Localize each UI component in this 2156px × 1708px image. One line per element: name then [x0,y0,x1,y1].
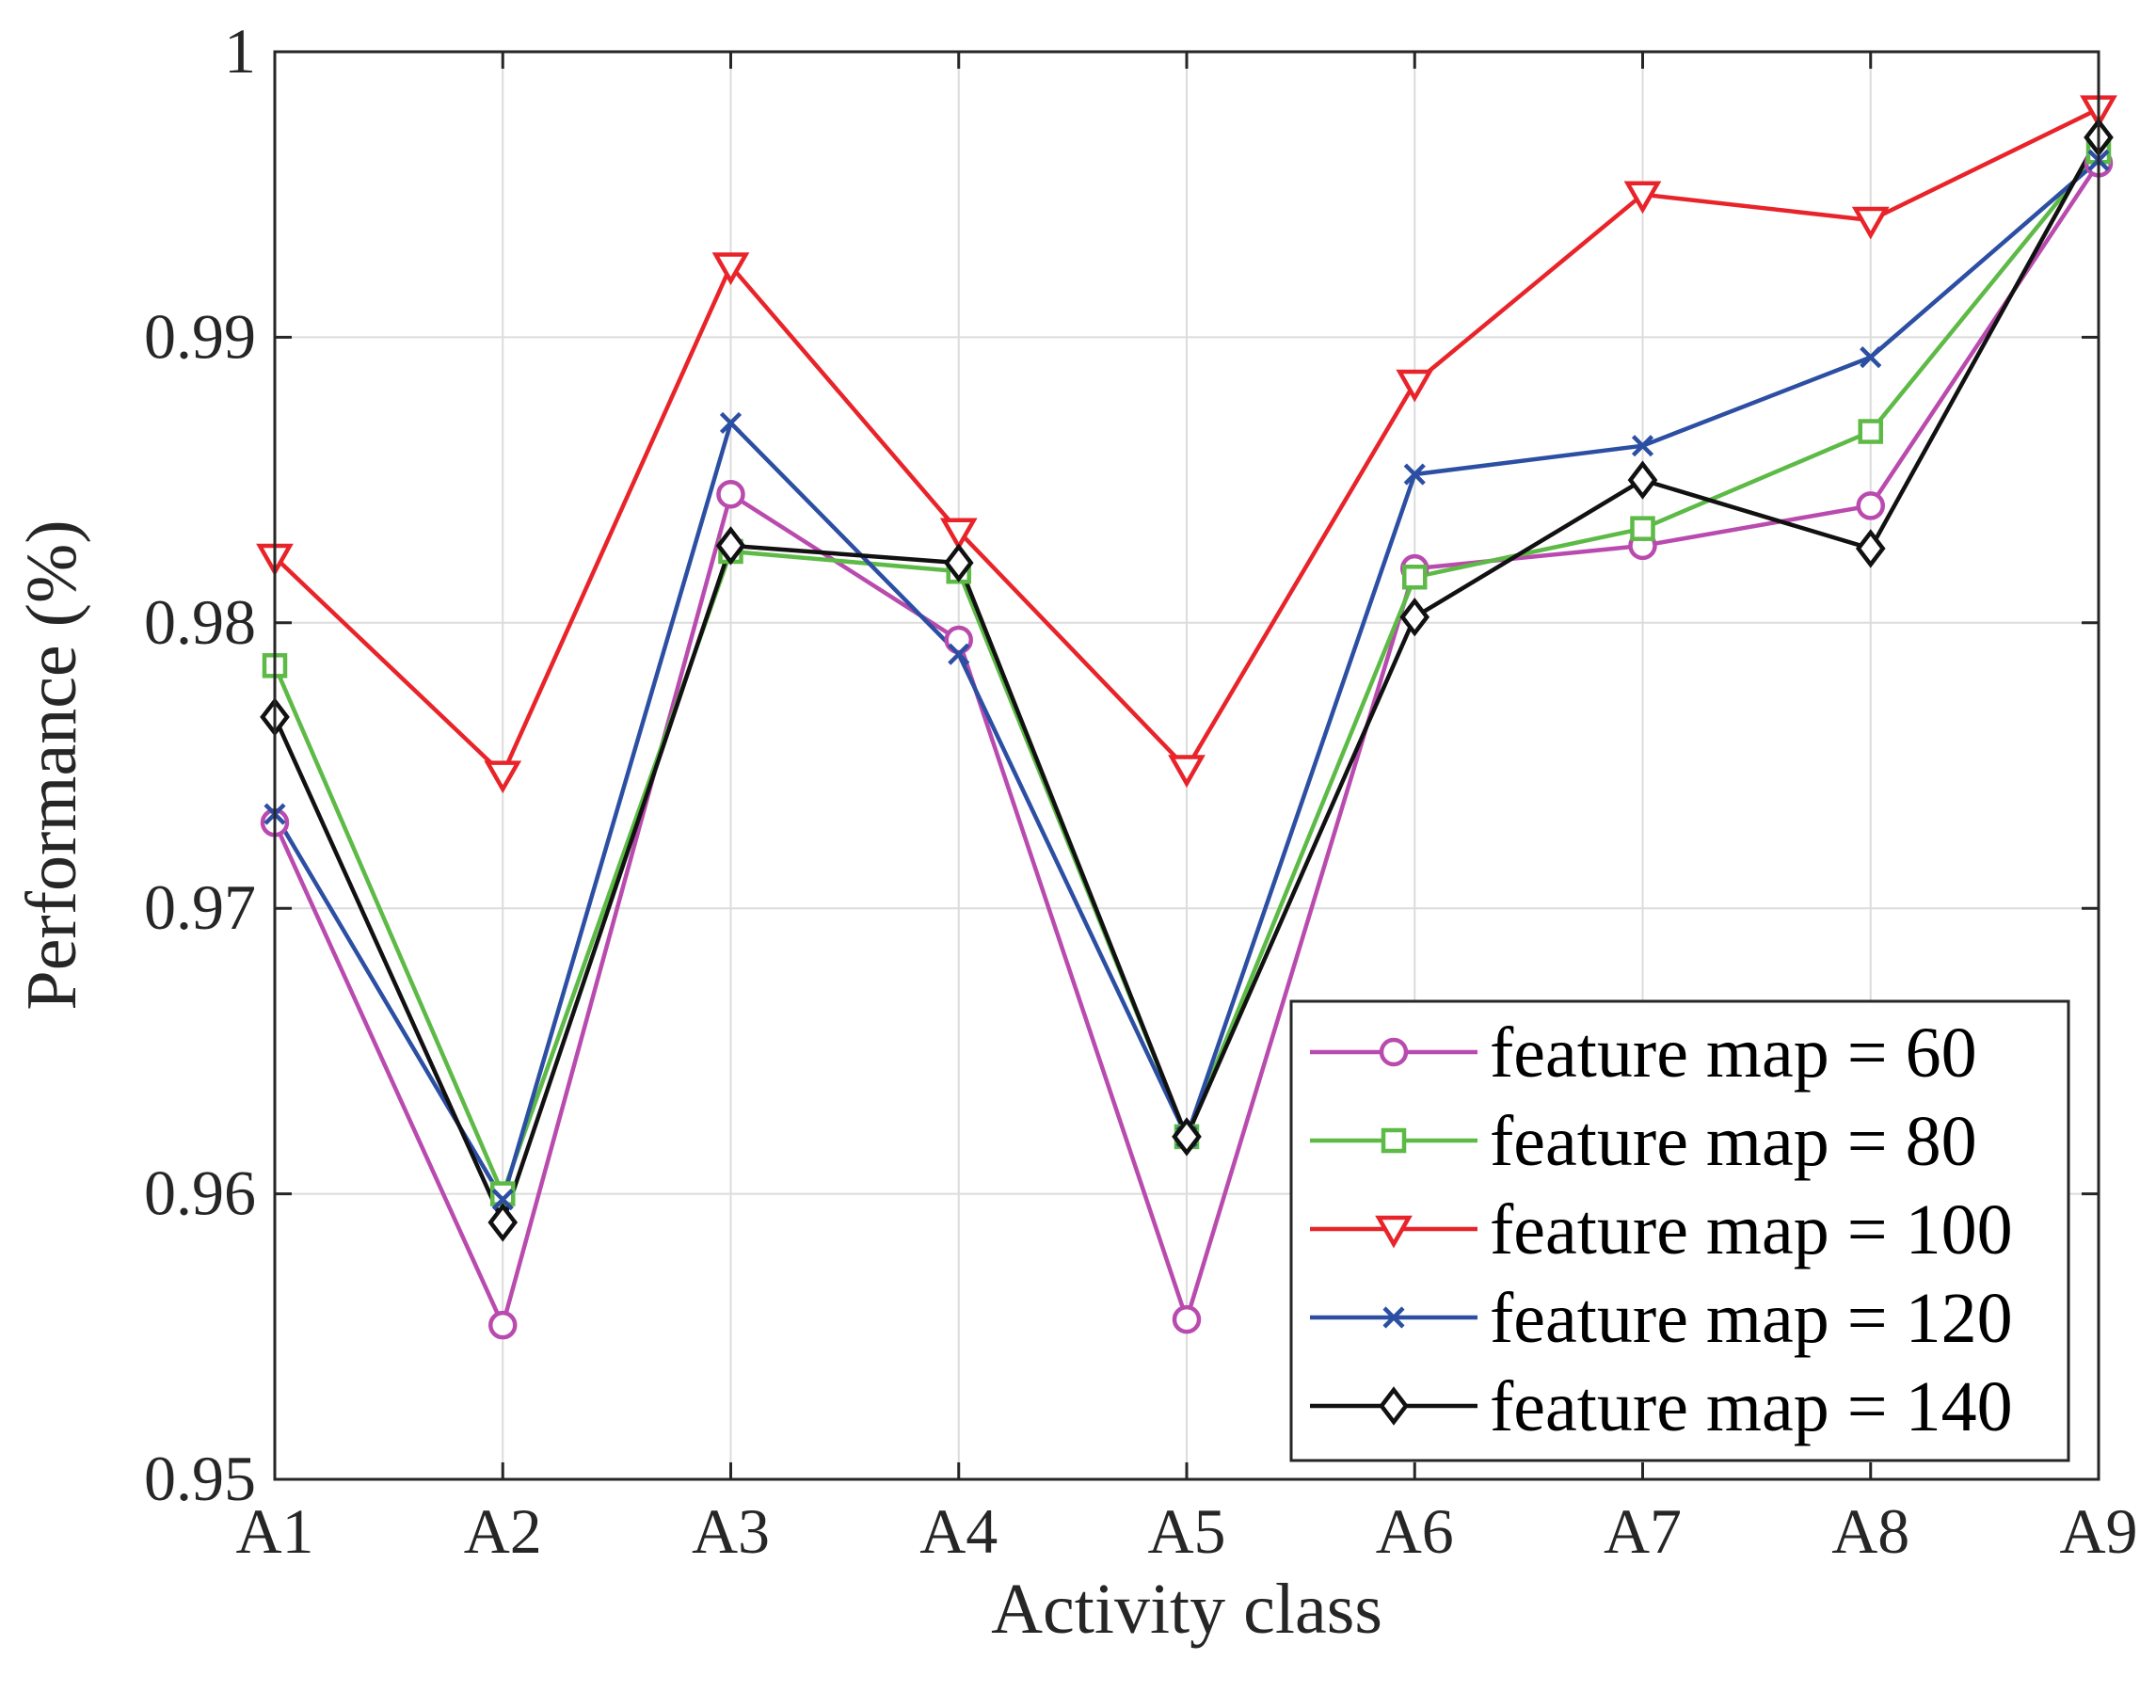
data-point-3-A3 [711,252,750,286]
data-point-2-A7 [1630,516,1655,541]
x-tick-label: A2 [464,1495,542,1567]
data-point-4-A8 [1860,346,1882,369]
x-tick-label: A5 [1147,1495,1225,1567]
data-point-3-A4 [939,518,978,551]
data-point-5-A3 [715,526,746,566]
x-axis-label: Activity class [991,1570,1382,1649]
data-point-2-A8 [1858,419,1883,444]
y-tick-label: 0.98 [144,586,256,658]
legend-label-1: feature map = 60 [1490,1014,1977,1093]
legend-marker-5 [1379,1386,1409,1426]
data-point-5-A6 [1399,598,1430,637]
y-tick-label: 0.97 [144,871,256,943]
legend-marker-1 [1379,1037,1409,1067]
data-point-3-A7 [1623,181,1662,215]
data-point-5-A4 [943,543,974,583]
y-tick-label: 0.99 [144,300,256,372]
data-point-5-A2 [487,1203,519,1242]
x-tick-label: A9 [2059,1495,2137,1567]
data-point-3-A8 [1851,206,1890,240]
x-tick-labels: A1 A2 A3 A4 A5 A6 A7 A8 A9 [235,1495,2137,1567]
data-point-1-A5 [1172,1304,1202,1334]
axis-ticks [273,50,2100,1481]
data-point-4-A2 [491,1189,514,1211]
x-tick-label: A8 [1831,1495,1909,1567]
data-point-4-A3 [719,411,743,435]
data-point-1-A3 [716,480,745,509]
legend-label-3: feature map = 100 [1490,1190,2013,1269]
y-tick-labels: 0.95 0.96 0.97 0.98 0.99 1 [144,15,256,1514]
y-tick-label: 1 [224,15,256,87]
data-point-3-A5 [1168,755,1206,789]
legend-label-4: feature map = 120 [1490,1279,2013,1358]
legend-marker-4 [1382,1306,1405,1329]
x-tick-label: A4 [919,1495,998,1567]
data-point-4-A6 [1403,463,1426,486]
data-point-3-A6 [1396,369,1434,403]
x-tick-label: A7 [1604,1495,1682,1567]
legend-label-2: feature map = 80 [1490,1102,1977,1181]
data-point-1-A2 [488,1310,518,1340]
y-axis-label: Performance (%) [12,519,91,1010]
legend-label-5: feature map = 140 [1490,1367,2013,1446]
data-point-4-A4 [948,643,970,665]
data-point-5-A8 [1855,529,1886,568]
x-tick-label: A1 [235,1495,313,1567]
y-tick-label: 0.95 [144,1443,256,1514]
data-point-1-A8 [1856,491,1885,520]
legend: feature map = 60 feature map = 80 feature … [1289,999,2070,1462]
y-tick-label: 0.96 [144,1157,256,1229]
gridlines [275,52,2099,1479]
legend-entries: feature map = 60 feature map = 80 feature … [1310,1014,2013,1446]
data-point-2-A6 [1402,565,1428,590]
data-point-4-A7 [1631,435,1654,457]
data-point-5-A7 [1627,460,1658,500]
x-tick-label: A6 [1376,1495,1454,1567]
data-point-5-A5 [1172,1117,1202,1157]
data-point-3-A2 [484,760,522,794]
x-tick-label: A3 [692,1495,770,1567]
legend-marker-3 [1375,1215,1413,1249]
legend-marker-2 [1381,1127,1407,1154]
